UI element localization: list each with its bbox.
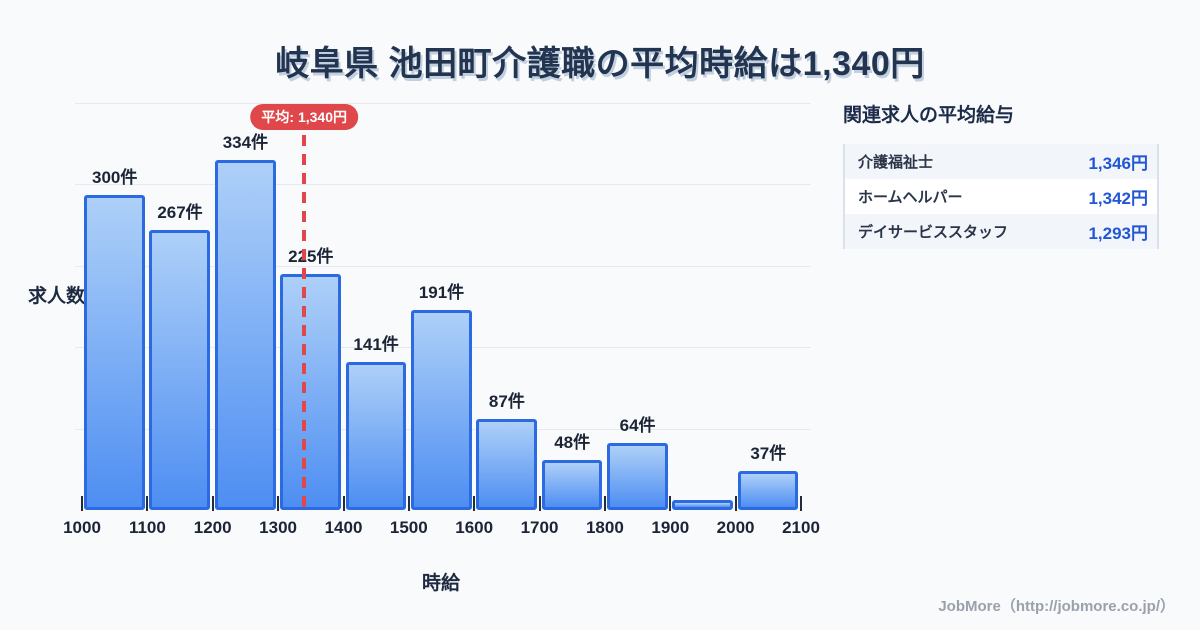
salary-job-label: デイサービススタッフ <box>858 224 1009 241</box>
related-salaries-panel: 関連求人の平均給与 介護福祉士 1,346円 ホームヘルパー 1,342円 デイ… <box>843 100 1159 249</box>
salary-value: 1,342円 <box>1088 189 1148 208</box>
x-tick-label: 1900 <box>651 518 690 537</box>
axis-tick <box>407 496 410 511</box>
histogram-bar <box>280 274 341 510</box>
salary-job-label: 介護福祉士 <box>858 154 934 171</box>
axis-tick <box>800 496 802 511</box>
x-tick-label: 1700 <box>520 518 559 537</box>
histogram-bar <box>149 230 211 510</box>
histogram-bar <box>672 500 734 510</box>
axis-tick <box>342 496 345 511</box>
x-axis-label: 時給 <box>421 573 461 594</box>
axis-tick <box>277 496 280 511</box>
footer-credit: JobMore（http://jobmore.co.jp/） <box>938 598 1175 615</box>
bar-count-label: 191件 <box>418 283 465 302</box>
x-tick-label: 1600 <box>455 518 494 537</box>
axis-tick <box>603 496 606 511</box>
salary-table: 介護福祉士 1,346円 ホームヘルパー 1,342円 デイサービススタッフ 1… <box>843 144 1159 249</box>
bar-count-label: 64件 <box>619 416 656 435</box>
salary-row: デイサービススタッフ 1,293円 <box>845 214 1157 249</box>
panel-title: 関連求人の平均給与 <box>843 105 1015 126</box>
axis-tick <box>211 496 214 511</box>
x-tick-label: 1300 <box>259 518 298 537</box>
histogram-bar <box>410 310 472 510</box>
bar-count-label: 334件 <box>222 133 269 152</box>
histogram-bar <box>737 471 799 510</box>
bar-count-label: 87件 <box>488 392 525 411</box>
salary-row: ホームヘルパー 1,342円 <box>845 179 1157 214</box>
axis-tick <box>538 496 541 511</box>
axis-tick <box>669 496 672 511</box>
axis-tick <box>146 496 149 511</box>
axis-tick <box>81 496 83 511</box>
axis-tick <box>734 496 737 511</box>
x-tick-label: 2100 <box>782 518 820 537</box>
axis-tick <box>473 496 476 511</box>
bar-count-label: 267件 <box>157 203 203 222</box>
bar-count-label: 225件 <box>288 247 334 266</box>
gridline <box>75 103 811 104</box>
x-tick-label: 1400 <box>324 518 363 537</box>
x-tick-label: 1000 <box>63 518 101 537</box>
histogram-bar <box>345 362 407 510</box>
histogram-bar <box>214 160 276 510</box>
histogram-bar <box>476 419 538 510</box>
plot-area: 300件 267件 334件 225件 141件 191件 87件 48件 64件 37件 <box>75 103 811 510</box>
x-tick-label: 2000 <box>716 518 755 537</box>
average-badge: 平均: 1,340円 <box>250 104 358 130</box>
histogram-bar <box>541 460 603 510</box>
salary-value: 1,346円 <box>1088 154 1148 173</box>
average-line <box>302 135 307 510</box>
page-title: 岐阜県 池田町介護職の平均時給は1,340円 <box>275 45 925 83</box>
bar-count-label: 141件 <box>353 335 399 354</box>
salary-value: 1,293円 <box>1088 224 1148 243</box>
bar-count-label: 37件 <box>750 444 787 463</box>
x-tick-label: 1800 <box>585 518 624 537</box>
bar-count-label: 300件 <box>92 168 138 187</box>
gridline <box>75 265 811 267</box>
salary-job-label: ホームヘルパー <box>858 189 963 206</box>
bar-count-label: 48件 <box>554 433 591 452</box>
histogram-bar <box>84 195 145 510</box>
x-tick-label: 1500 <box>389 518 428 537</box>
x-tick-label: 1200 <box>193 518 232 537</box>
gridline <box>75 184 811 186</box>
x-tick-label: 1100 <box>128 518 166 537</box>
salary-row: 介護福祉士 1,346円 <box>845 144 1157 179</box>
y-axis-label: 求人数 <box>28 286 86 307</box>
histogram-bar <box>606 443 668 510</box>
